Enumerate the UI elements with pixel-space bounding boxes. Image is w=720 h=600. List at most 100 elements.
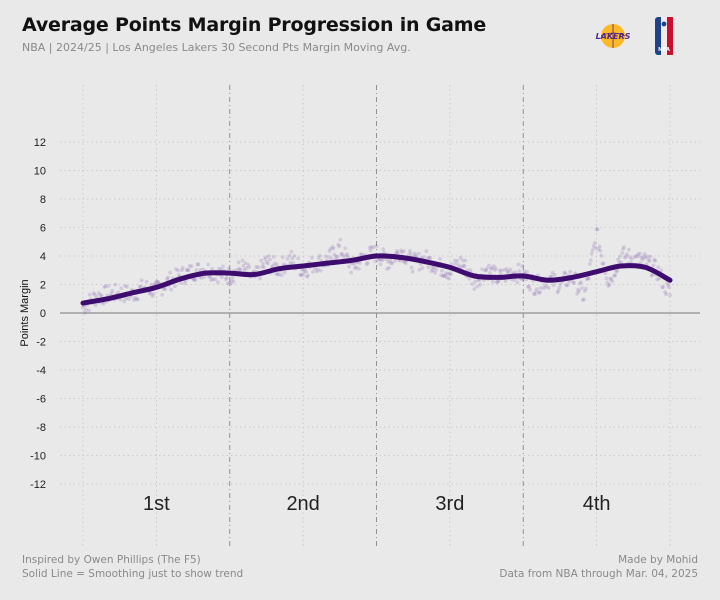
- data-point: [336, 242, 341, 247]
- data-point: [666, 283, 670, 287]
- data-point: [334, 254, 339, 259]
- data-point: [151, 291, 156, 296]
- data-point: [231, 280, 236, 284]
- data-point: [441, 274, 445, 279]
- data-point: [585, 276, 590, 281]
- data-point: [572, 281, 576, 285]
- smooth-trend: [80, 253, 673, 306]
- data-point: [256, 265, 260, 270]
- data-point: [625, 252, 629, 257]
- data-point: [261, 261, 265, 266]
- data-point: [612, 273, 617, 278]
- data-point: [403, 259, 407, 264]
- data-point: [94, 295, 99, 299]
- data-point: [328, 247, 333, 251]
- data-point: [538, 290, 542, 295]
- data-point: [148, 291, 153, 296]
- data-point: [260, 264, 264, 269]
- data-point: [124, 296, 128, 301]
- data-point: [400, 250, 404, 255]
- y-tick-label: 2: [40, 280, 46, 292]
- data-point: [273, 271, 278, 276]
- data-point: [347, 264, 351, 269]
- data-point: [96, 291, 101, 296]
- data-point: [399, 248, 403, 253]
- data-point: [192, 277, 197, 281]
- data-point: [318, 268, 323, 273]
- data-point: [224, 276, 229, 280]
- data-point: [306, 273, 310, 278]
- data-point: [555, 290, 560, 295]
- data-point: [116, 290, 121, 295]
- data-point: [155, 279, 160, 284]
- data-point: [149, 282, 154, 287]
- data-point: [101, 301, 106, 306]
- data-point: [413, 253, 418, 258]
- data-point: [314, 269, 319, 274]
- data-point: [504, 266, 509, 271]
- data-point: [527, 284, 531, 289]
- data-point: [354, 265, 358, 270]
- data-point: [535, 287, 539, 291]
- data-point: [189, 264, 194, 268]
- data-point: [299, 272, 304, 277]
- data-point: [522, 269, 527, 274]
- data-point: [552, 273, 557, 277]
- data-point: [605, 280, 610, 285]
- data-point: [618, 254, 622, 259]
- data-point: [494, 266, 498, 271]
- data-point: [562, 270, 567, 275]
- data-point: [337, 244, 342, 249]
- data-point: [138, 284, 143, 289]
- data-point: [223, 277, 228, 282]
- data-point: [258, 276, 262, 281]
- data-point: [589, 251, 594, 256]
- data-point: [274, 262, 279, 267]
- data-point: [613, 273, 618, 278]
- data-point: [592, 241, 597, 245]
- data-point: [346, 255, 350, 260]
- y-axis-ticks: 12 10 8 6 4 2 0 -2 -4 -6 -8 -10 -12: [30, 137, 46, 491]
- data-point: [127, 297, 131, 301]
- data-point: [263, 257, 267, 261]
- data-point: [160, 293, 165, 297]
- data-point: [240, 258, 245, 263]
- data-point: [648, 254, 653, 259]
- data-point: [525, 270, 530, 274]
- data-point: [168, 270, 173, 275]
- data-point: [83, 310, 87, 315]
- data-point: [439, 273, 443, 278]
- data-point: [496, 279, 501, 283]
- data-point: [621, 247, 625, 251]
- y-axis-label: Points Margin: [19, 279, 31, 346]
- data-point: [458, 255, 463, 260]
- data-point: [323, 254, 328, 259]
- data-point: [166, 275, 171, 280]
- data-point: [649, 273, 654, 278]
- data-point: [91, 291, 96, 296]
- data-point: [463, 258, 468, 263]
- data-point: [358, 261, 362, 265]
- data-point: [494, 280, 499, 285]
- data-point: [207, 275, 212, 279]
- data-point: [582, 297, 586, 302]
- data-point: [508, 267, 513, 272]
- data-point: [548, 274, 553, 279]
- data-point: [493, 268, 497, 272]
- data-point: [343, 246, 348, 251]
- data-point: [628, 255, 632, 259]
- data-point: [292, 254, 297, 258]
- data-point: [288, 261, 293, 265]
- data-point: [280, 255, 285, 259]
- data-point: [290, 256, 295, 261]
- footer-source: Data from NBA through Mar. 04, 2025: [499, 568, 698, 580]
- data-point: [426, 265, 431, 270]
- data-point: [473, 279, 478, 284]
- data-point: [583, 289, 587, 293]
- data-point: [642, 252, 647, 256]
- data-point: [595, 227, 600, 232]
- quarter-label: 4th: [583, 493, 611, 515]
- data-point: [265, 260, 269, 264]
- data-point: [495, 279, 500, 284]
- data-point: [584, 277, 589, 281]
